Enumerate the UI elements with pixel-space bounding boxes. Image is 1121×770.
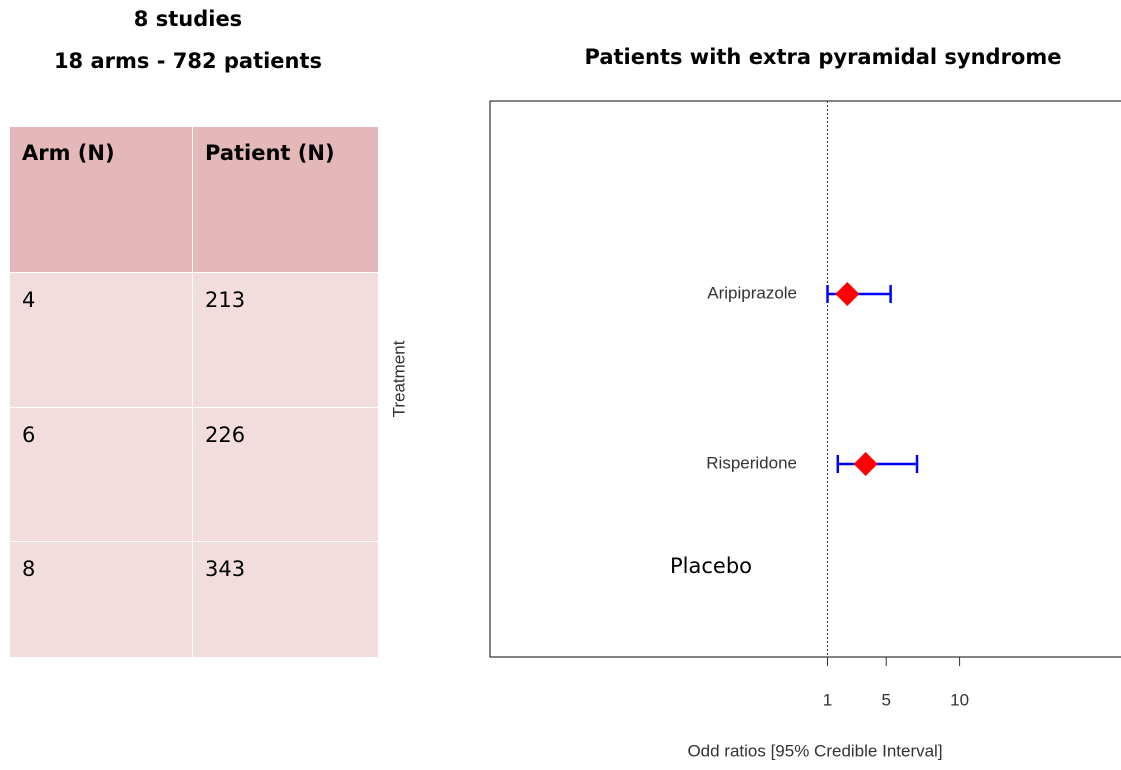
header-cell	[193, 127, 378, 272]
x-tick-label: 5	[881, 690, 890, 709]
cell-text: 343	[205, 557, 245, 581]
table-cell	[10, 408, 192, 541]
point-estimate	[853, 452, 878, 476]
table-cell	[193, 542, 378, 657]
column-header: Patient (N)	[205, 141, 335, 165]
category-label: Placebo	[670, 554, 752, 578]
x-tick-label: 1	[823, 690, 832, 709]
cell-text: 226	[205, 423, 245, 447]
table-cell	[10, 542, 192, 657]
y-axis-label: Treatment	[389, 340, 408, 417]
table-cell	[193, 273, 378, 407]
column-header: Arm (N)	[22, 141, 115, 165]
header-cell	[10, 127, 192, 272]
cell-text: 8	[22, 557, 35, 581]
x-axis-label: Odd ratios [95% Credible Interval]	[687, 741, 942, 760]
cell-text: 4	[22, 288, 35, 312]
cell-text: 6	[22, 423, 35, 447]
category-label: Risperidone	[706, 453, 797, 472]
category-label: Aripiprazole	[707, 283, 797, 302]
header-line: 18 arms - 782 patients	[54, 49, 322, 73]
chart-title: Patients with extra pyramidal syndrome	[585, 45, 1062, 69]
header-line: 8 studies	[134, 7, 242, 31]
x-tick-label: 10	[950, 690, 969, 709]
table-cell	[10, 273, 192, 407]
plot: 1 5 10 Aripiprazole Risperidone Placebo	[670, 101, 969, 709]
cell-text: 213	[205, 288, 245, 312]
point-estimate	[835, 282, 860, 306]
table-cell	[193, 408, 378, 541]
plot-frame	[489, 100, 1121, 658]
table: Arm (N) Patient (N) 4 213 6 226 8 343	[10, 127, 378, 657]
